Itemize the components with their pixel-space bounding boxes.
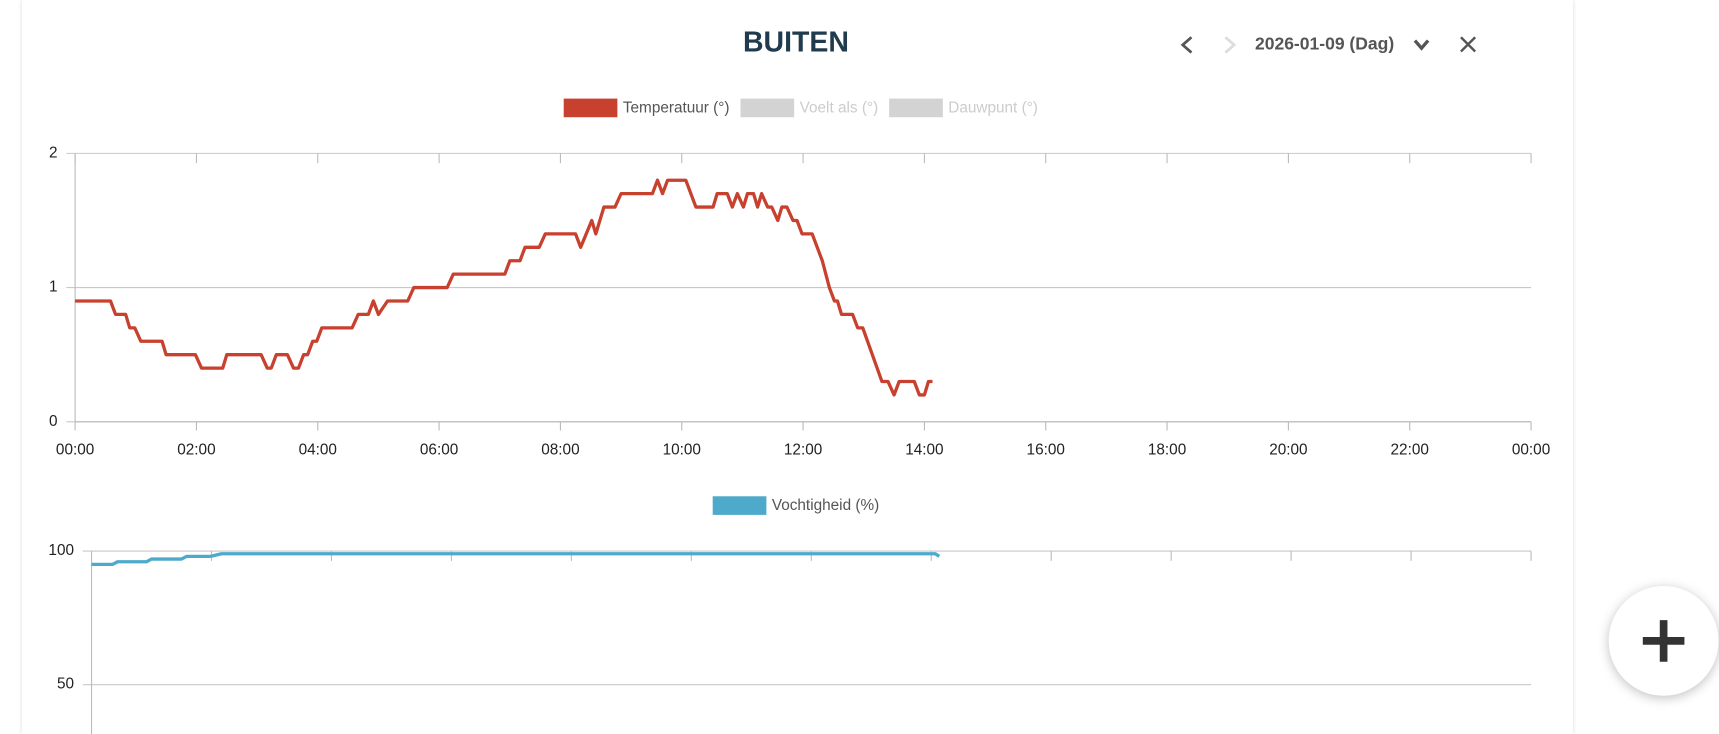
legend-swatch <box>889 98 943 118</box>
x-tick-label: 10:00 <box>663 441 701 458</box>
x-tick-label: 04:00 <box>299 441 337 458</box>
legend-label: Temperatuur (°) <box>623 100 730 117</box>
x-tick-label: 22:00 <box>1391 441 1429 458</box>
x-tick-label: 06:00 <box>420 441 458 458</box>
y-tick-label: 100 <box>48 542 74 559</box>
x-tick-label: 00:00 <box>1512 441 1550 458</box>
title: BUITEN <box>743 26 849 58</box>
legend-label: Dauwpunt (°) <box>948 100 1038 117</box>
x-tick-label: 12:00 <box>784 441 822 458</box>
y-tick-label: 0 <box>49 413 58 430</box>
date-dropdown[interactable] <box>1413 39 1430 51</box>
x-tick-label: 16:00 <box>1027 441 1065 458</box>
date-selector[interactable]: 2026-01-09 (Dag) <box>1255 34 1394 54</box>
card <box>22 0 1573 734</box>
y-tick-label: 50 <box>57 676 74 693</box>
close-button[interactable] <box>1460 36 1477 53</box>
prev-button[interactable] <box>1180 36 1193 54</box>
y-tick-label: 1 <box>49 279 58 296</box>
next-button[interactable] <box>1224 36 1237 54</box>
legend-swatch <box>563 98 618 118</box>
data-line <box>91 552 941 567</box>
x-tick-label: 02:00 <box>177 441 215 458</box>
add-icon[interactable] <box>1642 620 1685 662</box>
x-tick-label: 14:00 <box>905 441 943 458</box>
legend-label: Vochtigheid (%) <box>772 497 879 514</box>
legend-swatch <box>712 496 767 515</box>
data-line <box>75 178 933 397</box>
x-tick-label: 08:00 <box>541 441 579 458</box>
x-tick-label: 20:00 <box>1269 441 1307 458</box>
legend-swatch <box>740 98 795 118</box>
legend-label: Voelt als (°) <box>800 100 879 117</box>
y-tick-label: 2 <box>49 144 58 161</box>
add-button[interactable] <box>1608 586 1719 696</box>
x-tick-label: 00:00 <box>56 441 94 458</box>
x-tick-label: 18:00 <box>1148 441 1186 458</box>
